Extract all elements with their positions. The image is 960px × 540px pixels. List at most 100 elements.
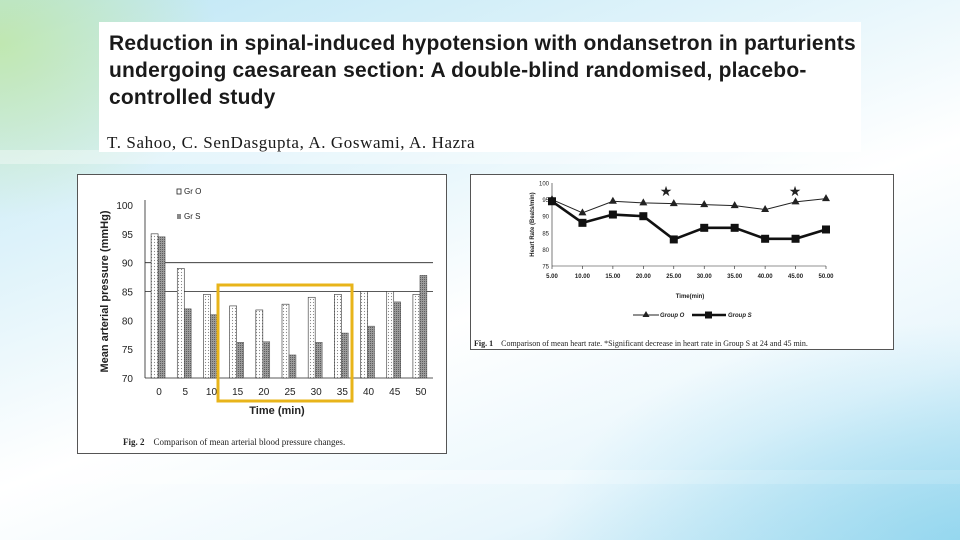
- x-tick-label: 45: [389, 387, 401, 398]
- y-tick-label: 100: [116, 201, 133, 212]
- caption-text: Comparison of mean arterial blood pressu…: [153, 437, 346, 447]
- background-accent-teal: [540, 320, 960, 540]
- bar-gr-s: [184, 308, 192, 379]
- paper-title-card: Reduction in spinal-induced hypotension …: [99, 22, 861, 152]
- marker-group-s: [548, 197, 556, 206]
- marker-group-o: [578, 208, 587, 216]
- marker-group-o: [700, 200, 709, 208]
- bar-gr-o: [203, 294, 211, 379]
- bar-gr-o: [412, 294, 421, 379]
- series-line-group-o: [551, 198, 827, 214]
- marker-group-s: [639, 212, 648, 221]
- caption-text: Comparison of mean heart rate. *Signific…: [501, 339, 808, 348]
- paper-title: Reduction in spinal-induced hypotension …: [109, 32, 856, 109]
- caption-label: Fig. 1: [474, 339, 494, 348]
- marker-group-s: [578, 218, 587, 227]
- significance-star: ★: [789, 183, 802, 199]
- bar-gr-s: [262, 341, 271, 379]
- caption-label: Fig. 2: [123, 437, 145, 447]
- figure-mean-heart-rate: 75 80 85 90 95 100 5.00 10.00 15.00 20.00 25.00 30.…: [470, 174, 894, 350]
- x-tick-label: 10: [206, 387, 218, 398]
- x-tick-label: 30: [311, 387, 323, 398]
- marker-group-o: [761, 205, 770, 213]
- bar-gr-s: [288, 354, 297, 379]
- marker-group-o: [791, 197, 800, 205]
- series-line-group-s: [551, 200, 827, 241]
- figure-caption: Fig. 1 Comparison of mean heart rate. *S…: [474, 339, 808, 348]
- x-tick-label: 35: [337, 387, 349, 398]
- bar-gr-o: [150, 233, 159, 379]
- x-axis-title: Time (min): [249, 405, 305, 417]
- y-tick-label: 85: [542, 231, 549, 237]
- background-stripe: [0, 150, 960, 164]
- paper-authors: T. Sahoo, C. SenDasgupta, A. Goswami, A.…: [107, 133, 476, 152]
- x-tick-label: 35.00: [727, 274, 743, 280]
- bar-chart: 70 75 80 85 90 95 100 0 5 10 15 20 25 30 35 40 45 50 Gr O G…: [99, 187, 433, 417]
- bar-gr-s: [367, 325, 375, 379]
- bar-gr-o: [255, 309, 264, 379]
- y-tick-label: 90: [542, 215, 549, 221]
- bar-gr-s: [210, 314, 218, 379]
- legend-marker-group-s: [705, 311, 712, 319]
- y-tick-label: 75: [122, 345, 134, 356]
- bar-gr-o: [334, 294, 342, 379]
- y-tick-label: 75: [542, 265, 549, 271]
- marker-group-s: [791, 234, 800, 243]
- bar-gr-o: [176, 268, 185, 379]
- legend-label-group-o: Group O: [660, 313, 685, 319]
- x-tick-label: 45.00: [788, 274, 804, 280]
- x-tick-label: 15: [232, 387, 244, 398]
- x-tick-label: 5.00: [546, 274, 558, 280]
- line-chart: 75 80 85 90 95 100 5.00 10.00 15.00 20.00 25.00 30.…: [530, 182, 834, 320]
- figure-caption: Fig. 2 Comparison of mean arterial blood…: [123, 437, 345, 447]
- x-tick-label: 5: [182, 387, 188, 398]
- y-tick-label: 80: [122, 316, 134, 327]
- marker-group-o: [822, 194, 830, 202]
- bar-gr-o: [307, 296, 316, 379]
- marker-group-s: [822, 225, 830, 234]
- y-tick-label: 100: [539, 182, 550, 188]
- bar-gr-o: [386, 291, 395, 379]
- bar-gr-o: [229, 305, 237, 379]
- legend-label-gr-s: Gr S: [184, 212, 200, 221]
- marker-group-s: [730, 223, 739, 232]
- x-tick-label: 25.00: [666, 274, 682, 280]
- legend-swatch-gr-o: [176, 188, 182, 195]
- bar-gr-s: [393, 301, 401, 379]
- marker-group-o: [669, 199, 678, 207]
- x-tick-label: 50.00: [818, 274, 834, 280]
- bar-gr-o: [360, 291, 368, 379]
- y-tick-label: 70: [122, 374, 134, 385]
- y-tick-label: 90: [122, 259, 134, 270]
- x-tick-label: 50: [415, 387, 427, 398]
- x-tick-label: 40: [363, 387, 375, 398]
- x-tick-label: 20: [258, 387, 270, 398]
- legend-label-group-s: Group S: [728, 313, 752, 319]
- y-tick-label: 95: [122, 230, 134, 241]
- bar-gr-o: [281, 303, 290, 379]
- marker-group-o: [639, 198, 648, 206]
- legend-swatch-gr-s: [177, 214, 181, 219]
- x-tick-label: 15.00: [605, 274, 621, 280]
- y-axis-title: Mean arterial pressure (mmHg): [99, 210, 111, 372]
- y-tick-label: 85: [122, 288, 134, 299]
- x-axis-title: Time(min): [676, 294, 705, 300]
- legend-label-gr-o: Gr O: [184, 187, 201, 196]
- marker-group-s: [669, 235, 678, 244]
- y-tick-label: 95: [542, 198, 549, 204]
- marker-group-o: [730, 201, 739, 209]
- marker-group-o: [608, 196, 617, 204]
- bar-gr-s: [314, 342, 323, 379]
- x-tick-label: 40.00: [758, 274, 774, 280]
- y-tick-label: 80: [542, 248, 549, 254]
- figure-mean-arterial-pressure: 70 75 80 85 90 95 100 0 5 10 15 20 25 30 35 40 45 50 Gr O G…: [77, 174, 447, 454]
- bar-gr-s: [419, 275, 428, 379]
- bar-gr-s: [236, 342, 244, 379]
- y-axis-title: Heart Rate (Beats/min): [530, 192, 536, 256]
- x-tick-label: 25: [284, 387, 296, 398]
- significance-star: ★: [660, 183, 673, 199]
- x-tick-label: 30.00: [697, 274, 713, 280]
- marker-group-s: [761, 234, 770, 243]
- bar-gr-s: [341, 332, 349, 379]
- marker-group-s: [700, 223, 709, 232]
